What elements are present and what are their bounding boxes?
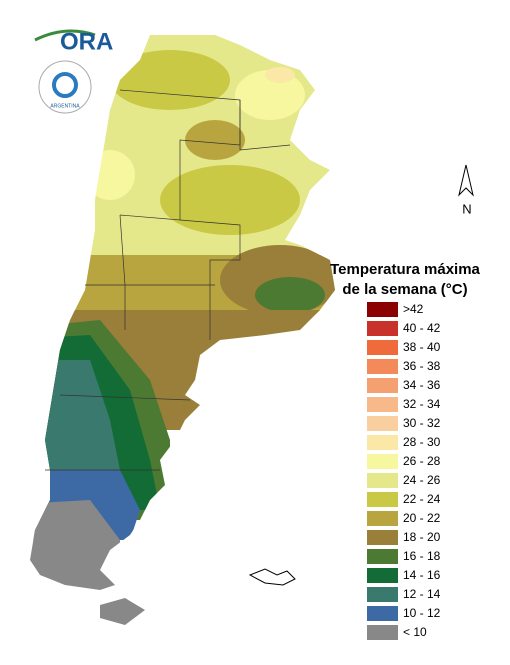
- legend-label: 20 - 22: [403, 511, 441, 525]
- legend-label: 14 - 16: [403, 568, 441, 582]
- legend-swatch: [367, 530, 398, 545]
- legend-label: 16 - 18: [403, 549, 441, 563]
- legend-label: 12 - 14: [403, 587, 441, 601]
- legend-swatch: [367, 416, 398, 431]
- legend-label: < 10: [403, 625, 427, 639]
- logo-text: ORA: [60, 28, 113, 55]
- legend-label: 10 - 12: [403, 606, 441, 620]
- legend-swatch: [367, 435, 398, 450]
- legend-label: 36 - 38: [403, 359, 441, 373]
- logo: ORA ARGENTINA: [34, 28, 113, 114]
- legend-swatch: [367, 454, 398, 469]
- legend-swatch: [367, 378, 398, 393]
- legend-swatch: [367, 492, 398, 507]
- legend-swatch: [367, 549, 398, 564]
- legend-swatch: [367, 606, 398, 621]
- legend-swatch: [367, 397, 398, 412]
- legend-label: 24 - 26: [403, 473, 441, 487]
- legend-swatch: [367, 302, 398, 317]
- legend-label: 30 - 32: [403, 416, 441, 430]
- legend-swatch: [367, 340, 398, 355]
- legend-swatch: [367, 587, 398, 602]
- north-arrow: N: [458, 164, 474, 216]
- malvinas: [248, 568, 296, 586]
- legend-swatch: [367, 625, 398, 640]
- seal-text: ARGENTINA: [50, 103, 80, 109]
- legend-label: >42: [403, 302, 424, 316]
- legend-swatch: [367, 568, 398, 583]
- legend-label: 26 - 28: [403, 454, 441, 468]
- province-borders: [45, 89, 291, 471]
- legend-label: 22 - 24: [403, 492, 441, 506]
- legend-title: de la semana (°C): [342, 281, 467, 298]
- legend-label: 34 - 36: [403, 378, 441, 392]
- legend-label: 28 - 30: [403, 435, 441, 449]
- legend-swatch: [367, 359, 398, 374]
- legend-label: 40 - 42: [403, 321, 441, 335]
- legend-label: 32 - 34: [403, 397, 441, 411]
- legend: Temperatura máxima de la semana (°C) >42…: [330, 261, 481, 640]
- legend-label: 38 - 40: [403, 340, 441, 354]
- north-label: N: [462, 201, 471, 216]
- legend-swatch: [367, 511, 398, 526]
- legend-swatch: [367, 321, 398, 336]
- tierra-del-fuego: [100, 598, 145, 625]
- legend-swatch: [367, 473, 398, 488]
- legend-label: 18 - 20: [403, 530, 441, 544]
- legend-title: Temperatura máxima: [330, 261, 480, 278]
